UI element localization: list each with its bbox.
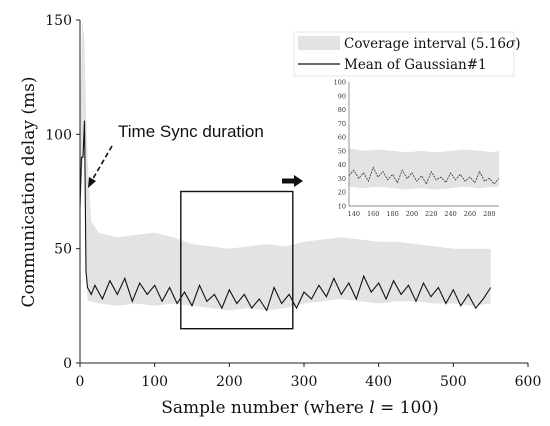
legend-label-coverage: Coverage interval (5.16σ)	[344, 36, 521, 52]
inset-x-tick-label: 140	[348, 210, 360, 218]
x-tick-label: 100	[141, 374, 168, 390]
x-tick-label: 500	[440, 374, 467, 390]
x-tick-label: 0	[76, 374, 85, 390]
x-tick-label: 400	[365, 374, 392, 390]
x-tick-label: 300	[291, 374, 318, 390]
inset-axes	[348, 82, 499, 207]
inset-pointer-arrow	[282, 175, 303, 187]
inset-x-tick-label: 200	[406, 210, 418, 218]
x-axis-label-part-2: = 100)	[375, 398, 439, 418]
inset-coverage-band	[349, 148, 499, 190]
x-axis-label-part-1: Sample number (where	[161, 398, 369, 418]
legend-label-coverage-part-1: Coverage interval (5.16	[344, 36, 506, 52]
x-tick-label: 600	[515, 374, 542, 390]
y-tick-label: 100	[45, 127, 72, 143]
y-tick-label: 150	[45, 13, 72, 29]
inset-y-tick-label: 10	[338, 203, 346, 211]
y-tick-labels: 0 50 100 150	[45, 13, 72, 372]
x-axis-label: Sample number (where l = 100)	[161, 398, 439, 418]
x-tick-labels: 0 100 200 300 400 500 600	[76, 374, 542, 390]
inset-y-tick-label: 100	[334, 79, 346, 87]
time-sync-label: Time Sync duration	[118, 122, 264, 141]
inset-x-tick-label: 280	[483, 210, 495, 218]
inset-x-tick-label: 260	[464, 210, 476, 218]
time-sync-annotation: Time Sync duration	[88, 122, 264, 188]
inset-background	[349, 80, 499, 208]
y-tick-label: 50	[54, 242, 72, 258]
x-tick-label: 200	[216, 374, 243, 390]
x-axis-label-variable: l	[369, 398, 374, 418]
coverage-band-area	[80, 20, 491, 311]
inset-y-tick-label: 60	[338, 134, 346, 142]
legend: Coverage interval (5.16σ) Mean of Gaussi…	[293, 31, 521, 77]
inset-y-tick-label: 20	[338, 189, 346, 197]
mean-line-path	[79, 120, 492, 312]
legend-label-mean: Mean of Gaussian#1	[344, 57, 487, 73]
time-sync-arrowhead	[88, 177, 96, 188]
legend-label-coverage-part-2: )	[515, 36, 520, 52]
inset-mean-line	[348, 166, 500, 185]
legend-label-coverage-sigma: σ	[506, 36, 516, 52]
inset-x-tick-label: 220	[425, 210, 437, 218]
inset-y-tick-label: 30	[338, 175, 346, 183]
coverage-band	[80, 20, 491, 311]
inset-x-tick-label: 240	[444, 210, 456, 218]
inset-x-tick-label: 180	[386, 210, 398, 218]
y-tick-label: 0	[63, 356, 72, 372]
highlight-box-frame	[180, 190, 294, 330]
inset-x-tick-labels: 140 160 180 200 220 240 260 280	[348, 210, 496, 218]
inset-x-tick-label: 160	[367, 210, 379, 218]
inset-y-tick-label: 90	[338, 92, 346, 100]
inset-y-tick-label: 80	[338, 106, 346, 114]
inset-y-tick-label: 70	[338, 120, 346, 128]
inset-mean-path	[348, 166, 500, 185]
time-sync-arrow	[90, 145, 113, 183]
legend-swatch-coverage	[298, 36, 340, 50]
inset-chart: 140 160 180 200 220 240 260 280 10 20 30 40 50 60 70 8…	[334, 79, 500, 218]
inset-y-tick-label: 50	[338, 147, 346, 155]
y-axis-label: Communication delay (ms)	[19, 77, 39, 308]
inset-y-tick-label: 40	[338, 161, 346, 169]
inset-y-tick-labels: 10 20 30 40 50 60 70 80 90 100	[334, 79, 346, 211]
inset-band-area	[349, 148, 499, 190]
main-axes	[76, 19, 529, 367]
highlight-box	[180, 190, 294, 330]
mean-line	[79, 120, 492, 312]
